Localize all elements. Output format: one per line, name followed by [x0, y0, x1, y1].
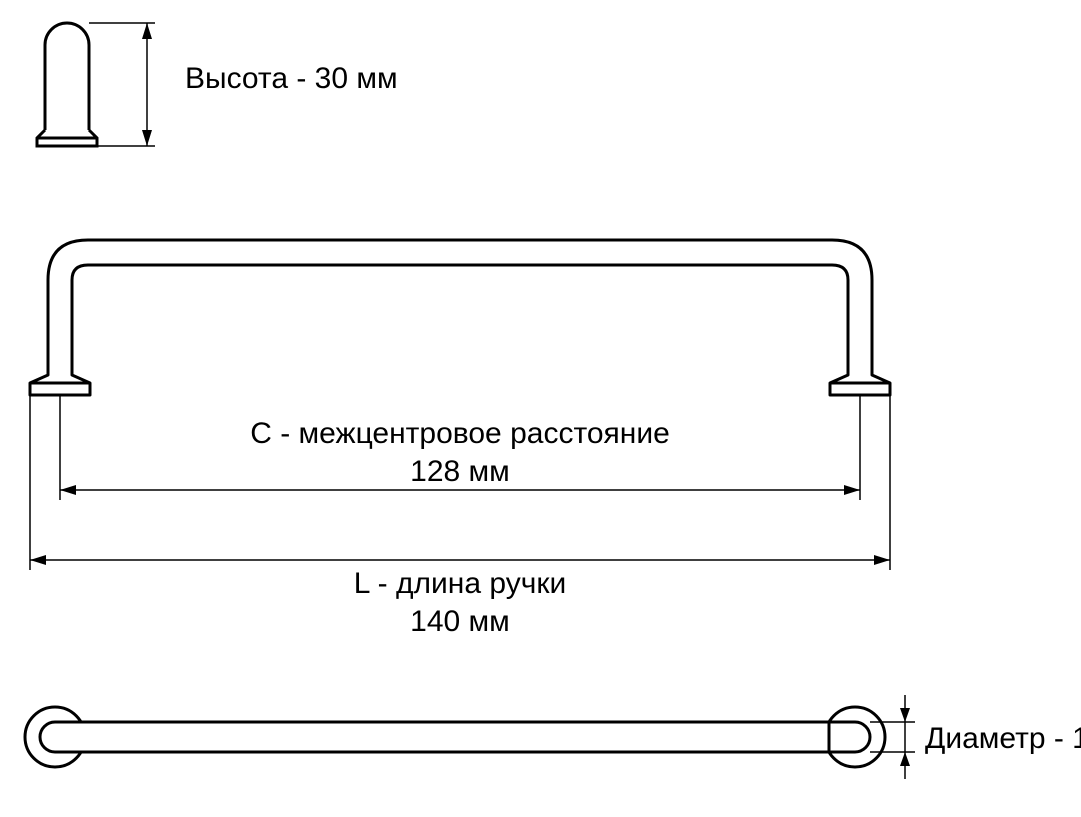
side-view-height-label: Высота - 30 мм	[185, 60, 398, 98]
dim-c-value: 128 мм	[20, 453, 900, 491]
dim-l-value: 140 мм	[20, 603, 900, 641]
dim-l-label: L - длина ручки	[20, 565, 900, 603]
dim-c-block: C - межцентровое расстояние 128 мм	[20, 415, 900, 490]
top-view	[15, 695, 915, 785]
dim-c-label: C - межцентровое расстояние	[20, 415, 900, 453]
dim-l-block: L - длина ручки 140 мм	[20, 565, 900, 640]
diagram-page: Высота - 30 мм C - межцентровое расстоян…	[0, 0, 1081, 817]
side-view	[25, 10, 175, 155]
top-view-diameter-label: Диаметр - 15 мм	[925, 720, 1081, 758]
